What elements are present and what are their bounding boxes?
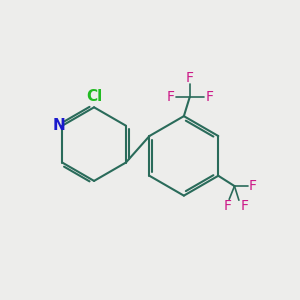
Text: F: F (224, 199, 232, 213)
Text: Cl: Cl (86, 89, 102, 104)
Text: F: F (240, 199, 248, 212)
Text: F: F (205, 90, 213, 104)
Text: F: F (249, 179, 257, 193)
Text: F: F (166, 90, 174, 104)
Text: F: F (186, 71, 194, 85)
Text: N: N (52, 118, 65, 133)
